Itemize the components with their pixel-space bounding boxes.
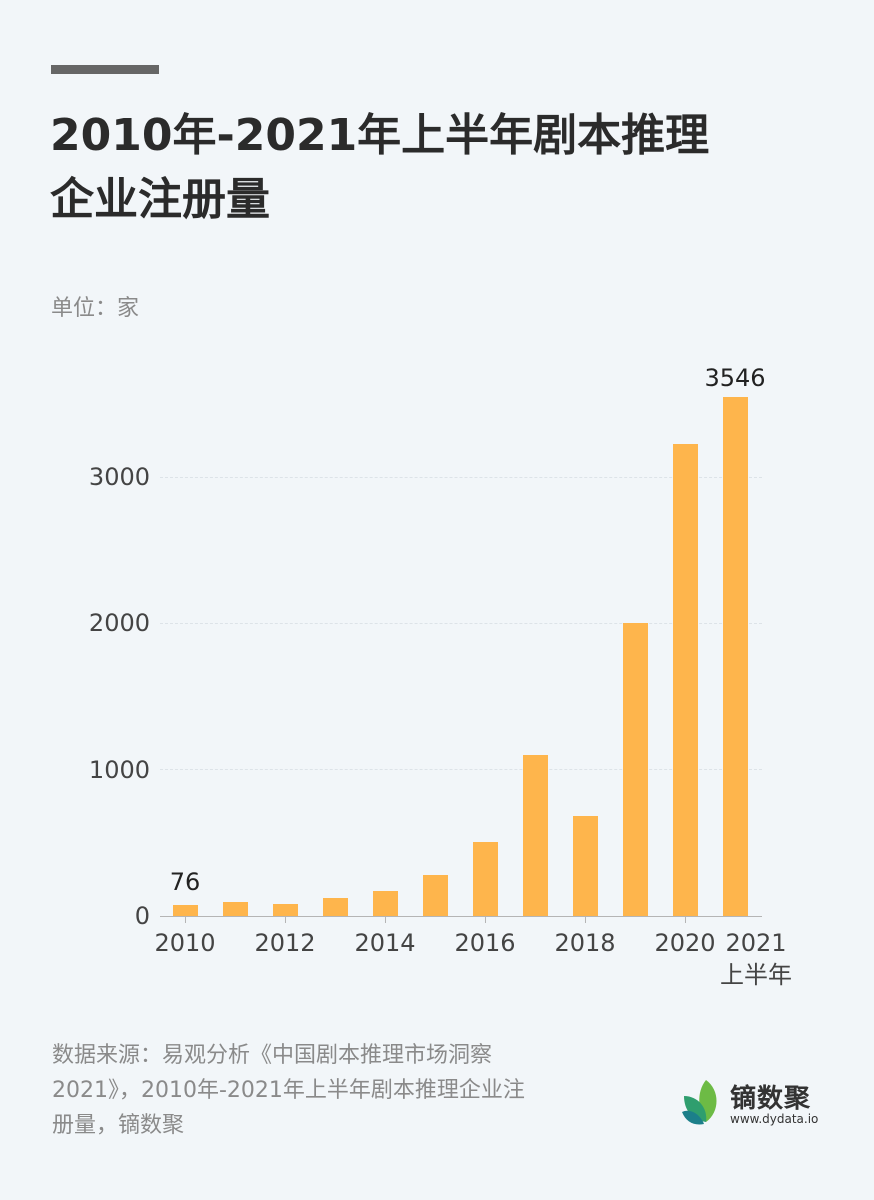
bar-2015 xyxy=(423,874,448,916)
y-tick-0: 0 xyxy=(134,902,150,930)
bar-2012 xyxy=(273,903,298,916)
title-line-2: 企业注册量 xyxy=(50,174,270,225)
bar-2016 xyxy=(473,842,498,916)
y-tick-3000: 3000 xyxy=(88,463,150,491)
bar-2018 xyxy=(573,816,598,916)
logo-url: www.dydata.io xyxy=(730,1112,819,1126)
unit-label: 单位：家 xyxy=(51,296,140,321)
gridline-3000 xyxy=(160,477,762,478)
bar-2013 xyxy=(323,897,348,916)
bar-2020 xyxy=(673,444,698,916)
x-tick-mark xyxy=(385,917,386,923)
leaf-logo-icon xyxy=(682,1080,717,1125)
x-label-2014: 2014 xyxy=(354,929,416,957)
page-title: 2010年-2021年上半年剧本推理 企业注册量 xyxy=(50,104,830,232)
gridline-2000 xyxy=(160,623,762,624)
title-accent-bar xyxy=(51,65,159,74)
source-line-1: 数据来源：易观分析《中国剧本推理市场洞察 xyxy=(52,1043,493,1068)
source-line-3: 册量，镝数聚 xyxy=(52,1113,185,1138)
x-label-2018: 2018 xyxy=(554,929,616,957)
x-tick-mark xyxy=(585,917,586,923)
x-label-2020: 2020 xyxy=(654,929,716,957)
bar-2010 xyxy=(173,904,198,916)
source-line-2: 2021》，2010年-2021年上半年剧本推理企业注 xyxy=(52,1078,525,1103)
x-tick-mark xyxy=(685,917,686,923)
title-line-1: 2010年-2021年上半年剧本推理 xyxy=(50,110,710,161)
bar-chart: 3000 2000 1000 0 2010 2012 2014 2016 201… xyxy=(88,364,792,989)
bar-2019 xyxy=(623,623,648,916)
x-tick-mark xyxy=(485,917,486,923)
x-label-2012: 2012 xyxy=(254,929,316,957)
x-tick-mark xyxy=(285,917,286,923)
bar-2021上半年 xyxy=(723,396,748,916)
brand-logo: 镝数聚 www.dydata.io xyxy=(680,1078,840,1128)
bar-2011 xyxy=(223,902,248,916)
y-tick-2000: 2000 xyxy=(88,609,150,637)
source-note: 数据来源：易观分析《中国剧本推理市场洞察 2021》，2010年-2021年上半… xyxy=(52,1038,622,1143)
gridline-1000 xyxy=(160,769,762,770)
x-axis-line xyxy=(160,916,762,917)
x-label-2021-half: 上半年 xyxy=(720,961,792,989)
data-label-2010: 76 xyxy=(169,868,201,896)
bar-2017 xyxy=(523,754,548,916)
x-label-2021: 2021 xyxy=(725,929,787,957)
x-label-2016: 2016 xyxy=(454,929,516,957)
x-tick-mark xyxy=(185,917,186,923)
x-label-2010: 2010 xyxy=(154,929,216,957)
y-tick-1000: 1000 xyxy=(88,756,150,784)
bar-2014 xyxy=(373,891,398,916)
data-label-2021: 3546 xyxy=(704,364,766,392)
logo-name: 镝数聚 xyxy=(730,1084,812,1114)
